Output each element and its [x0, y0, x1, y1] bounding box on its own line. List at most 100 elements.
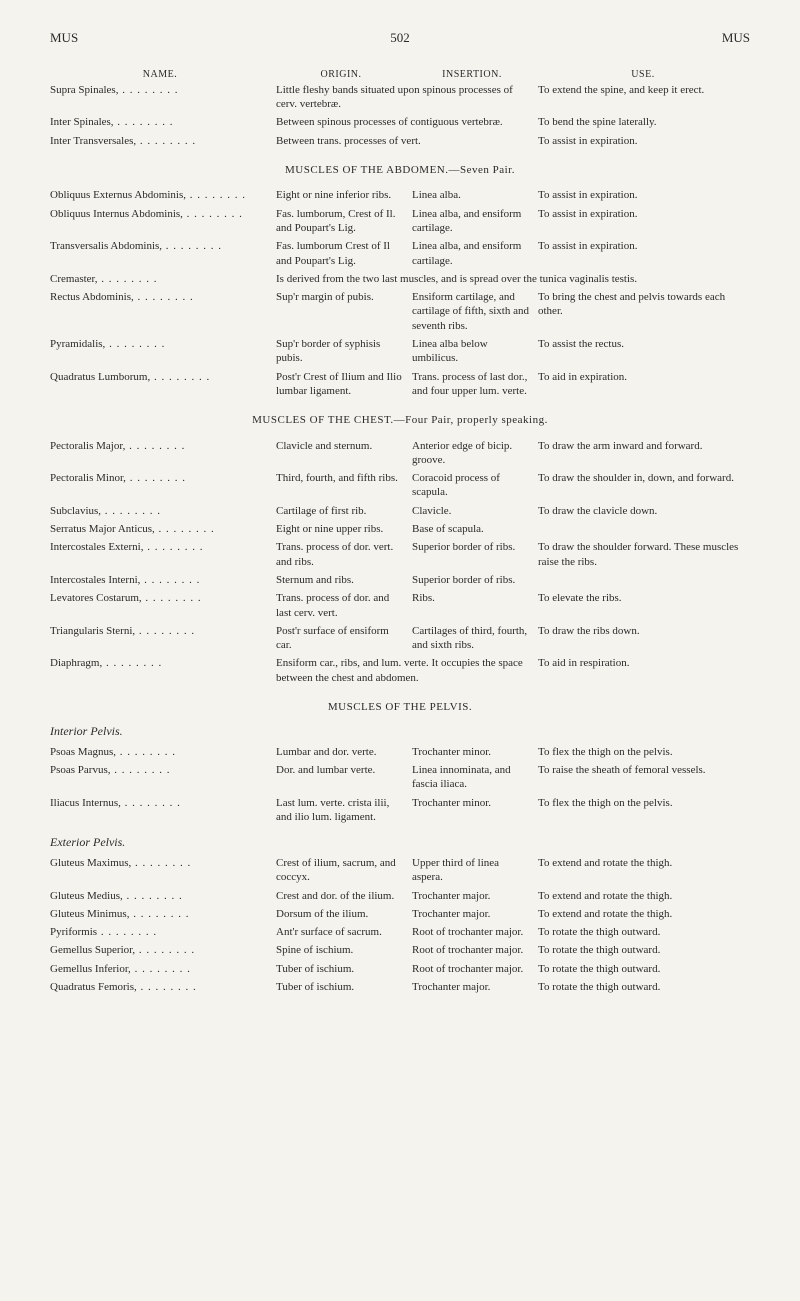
header-right: MUS	[722, 30, 750, 47]
muscle-name: Pectoralis Minor,	[50, 470, 270, 501]
muscle-name: Psoas Parvus,	[50, 762, 270, 793]
muscle-use: To draw the arm inward and forward.	[538, 438, 748, 469]
muscle-insertion: Superior border of ribs.	[412, 572, 532, 588]
muscle-use: To bend the spine laterally.	[538, 114, 748, 130]
muscle-name: Iliacus Internus,	[50, 795, 270, 826]
subhead-interior: Interior Pelvis.	[50, 724, 750, 740]
section-pelvis: MUSCLES OF THE PELVIS.	[50, 700, 750, 714]
page-header: MUS 502 MUS	[50, 30, 750, 47]
muscle-origin: Fas. lumborum Crest of Il and Poupart's …	[276, 238, 406, 269]
muscle-insertion: Base of scapula.	[412, 521, 532, 537]
muscle-use: To assist the rectus.	[538, 336, 748, 367]
muscle-insertion: Trochanter minor.	[412, 744, 532, 760]
muscle-use: To bring the chest and pelvis towards ea…	[538, 289, 748, 334]
muscle-name: Rectus Abdominis,	[50, 289, 270, 334]
header-left: MUS	[50, 30, 78, 47]
muscle-insertion: Cartilages of third, fourth, and sixth r…	[412, 623, 532, 654]
muscle-use: To assist in expiration.	[538, 187, 748, 203]
muscle-name: Obliquus Externus Abdominis,	[50, 187, 270, 203]
muscle-origin: Fas. lumborum, Crest of Il. and Poupart'…	[276, 206, 406, 237]
muscle-insertion: Superior border of ribs.	[412, 539, 532, 570]
muscle-use: To elevate the ribs.	[538, 590, 748, 621]
muscle-use: To rotate the thigh outward.	[538, 924, 748, 940]
muscle-name: Intercostales Interni,	[50, 572, 270, 588]
muscle-name: Gluteus Minimus,	[50, 906, 270, 922]
muscle-origin: Clavicle and sternum.	[276, 438, 406, 469]
table-grid: NAME. ORIGIN. INSERTION. USE.	[50, 67, 750, 82]
muscle-origin: Post'r surface of ensiform car.	[276, 623, 406, 654]
muscle-insertion: Trochanter major.	[412, 888, 532, 904]
muscle-name: Gemellus Inferior,	[50, 961, 270, 977]
muscle-origin: Eight or nine upper ribs.	[276, 521, 406, 537]
section-abdomen: MUSCLES OF THE ABDOMEN.—Seven Pair.	[50, 163, 750, 177]
muscle-insertion: Linea alba below umbilicus.	[412, 336, 532, 367]
muscle-origin: Tuber of ischium.	[276, 961, 406, 977]
muscle-insertion: Ensiform cartilage, and cartilage of fif…	[412, 289, 532, 334]
muscle-use: To raise the sheath of femoral vessels.	[538, 762, 748, 793]
muscle-origin: Crest of ilium, sacrum, and coccyx.	[276, 855, 406, 886]
muscle-insertion: Trochanter minor.	[412, 795, 532, 826]
muscle-insertion: Root of trochanter major.	[412, 924, 532, 940]
muscle-origin: Tuber of ischium.	[276, 979, 406, 995]
muscle-name: Gemellus Superior,	[50, 942, 270, 958]
muscle-name: Cremaster,	[50, 271, 270, 287]
muscle-use: To draw the shoulder in, down, and forwa…	[538, 470, 748, 501]
muscle-origin-insertion: Ensiform car., ribs, and lum. verte. It …	[276, 655, 532, 686]
muscle-use: To extend and rotate the thigh.	[538, 888, 748, 904]
muscle-insertion: Linea alba, and ensiform cartilage.	[412, 206, 532, 237]
muscle-use: To flex the thigh on the pelvis.	[538, 744, 748, 760]
muscle-name: Inter Spinales,	[50, 114, 270, 130]
muscle-use	[538, 572, 748, 588]
muscle-name: Obliquus Internus Abdominis,	[50, 206, 270, 237]
muscle-use: To extend the spine, and keep it erect.	[538, 82, 748, 113]
muscle-name: Quadratus Lumborum,	[50, 369, 270, 400]
muscle-name: Levatores Costarum,	[50, 590, 270, 621]
muscle-origin: Cartilage of first rib.	[276, 503, 406, 519]
muscle-origin: Dorsum of the ilium.	[276, 906, 406, 922]
col-origin: ORIGIN.	[276, 67, 406, 82]
header-center: 502	[390, 30, 410, 47]
rows-interior: Psoas Magnus, Lumbar and dor. verte. Troch…	[50, 744, 750, 825]
muscle-origin: Crest and dor. of the ilium.	[276, 888, 406, 904]
muscle-origin: Spine of ischium.	[276, 942, 406, 958]
muscle-use: To aid in respiration.	[538, 655, 748, 686]
muscle-name: Quadratus Femoris,	[50, 979, 270, 995]
rows-abdomen: Obliquus Externus Abdominis, Eight or nin…	[50, 187, 750, 399]
section-chest: MUSCLES OF THE CHEST.—Four Pair, properl…	[50, 413, 750, 427]
muscle-use: To extend and rotate the thigh.	[538, 906, 748, 922]
col-use: USE.	[538, 67, 748, 82]
muscle-name: Inter Transversales,	[50, 133, 270, 149]
muscle-use: To rotate the thigh outward.	[538, 979, 748, 995]
muscle-use: To assist in expiration.	[538, 133, 748, 149]
muscle-name: Subclavius,	[50, 503, 270, 519]
rows-chest: Pectoralis Major,Clavicle and sternum.An…	[50, 438, 750, 686]
muscle-use: To aid in expiration.	[538, 369, 748, 400]
muscle-use: To extend and rotate the thigh.	[538, 855, 748, 886]
muscle-insertion: Linea alba, and ensiform cartilage.	[412, 238, 532, 269]
muscle-origin: Lumbar and dor. verte.	[276, 744, 406, 760]
muscle-insertion: Linea alba.	[412, 187, 532, 203]
col-name: NAME.	[50, 67, 270, 82]
muscle-name: Psoas Magnus,	[50, 744, 270, 760]
muscle-name: Transversalis Abdominis,	[50, 238, 270, 269]
muscle-origin: Dor. and lumbar verte.	[276, 762, 406, 793]
muscle-origin: Eight or nine inferior ribs.	[276, 187, 406, 203]
muscle-name: Gluteus Maximus,	[50, 855, 270, 886]
muscle-origin: Ant'r surface of sacrum.	[276, 924, 406, 940]
muscle-origin: Sternum and ribs.	[276, 572, 406, 588]
col-insertion: INSERTION.	[412, 67, 532, 82]
muscle-name: Serratus Major Anticus,	[50, 521, 270, 537]
muscle-origin-insertion: Between trans. processes of vert.	[276, 133, 532, 149]
muscle-name: Pyriformis	[50, 924, 270, 940]
muscle-use: To draw the shoulder forward. These musc…	[538, 539, 748, 570]
muscle-origin: Sup'r margin of pubis.	[276, 289, 406, 334]
muscle-origin: Third, fourth, and fifth ribs.	[276, 470, 406, 501]
muscle-name: Intercostales Externi,	[50, 539, 270, 570]
muscle-insertion: Root of trochanter major.	[412, 942, 532, 958]
muscle-insertion: Anterior edge of bicip. groove.	[412, 438, 532, 469]
muscle-use: To draw the ribs down.	[538, 623, 748, 654]
muscle-insertion: Coracoid process of scapula.	[412, 470, 532, 501]
rows-initial: Supra Spinales,Little fleshy bands situa…	[50, 82, 750, 149]
muscle-insertion: Linea innominata, and fascia iliaca.	[412, 762, 532, 793]
muscle-insertion: Root of trochanter major.	[412, 961, 532, 977]
